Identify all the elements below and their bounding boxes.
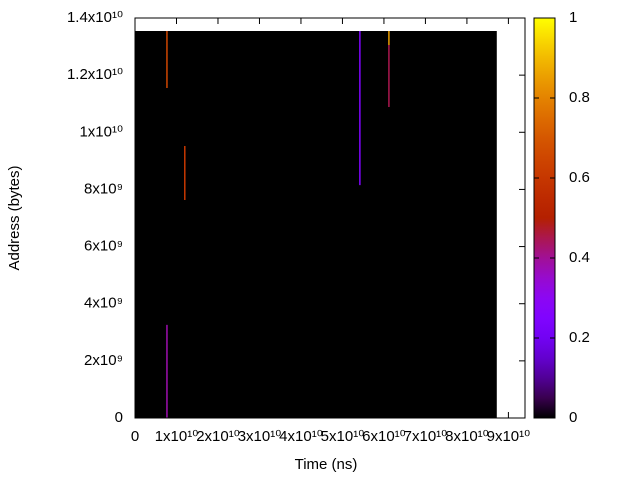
y-tick-label: 6x10⁹	[84, 238, 123, 255]
x-tick-label: 0	[131, 428, 139, 445]
heatmap-streak	[388, 45, 390, 107]
x-axis-label: Time (ns)	[295, 456, 358, 473]
heatmap-streak	[388, 31, 390, 45]
x-tick-label: 4x10¹⁰	[279, 428, 323, 445]
heatmap-streak	[359, 31, 361, 186]
x-tick-label: 2x10¹⁰	[196, 428, 240, 445]
heatmap-streak	[166, 31, 168, 88]
y-tick-label: 4x10⁹	[84, 295, 123, 312]
x-tick-label: 8x10¹⁰	[445, 428, 489, 445]
x-tick-label: 5x10¹⁰	[321, 428, 365, 445]
y-tick-label: 0	[115, 409, 123, 426]
colorbar-tick-label: 0.2	[569, 329, 590, 346]
x-tick-label: 7x10¹⁰	[404, 428, 448, 445]
colorbar-tick-label: 1	[569, 9, 577, 26]
y-tick-label: 1.2x10¹⁰	[67, 66, 123, 83]
y-tick-label: 1.4x10¹⁰	[67, 9, 123, 26]
colorbar	[533, 17, 556, 419]
colorbar-tick-label: 0.4	[569, 249, 590, 266]
x-tick-label: 3x10¹⁰	[238, 428, 282, 445]
colorbar-tick-label: 0.6	[569, 169, 590, 186]
colorbar-tick-label: 0	[569, 409, 577, 426]
heatmap-streak	[184, 146, 186, 200]
y-tick-label: 8x10⁹	[84, 180, 123, 197]
heatmap-streak	[166, 324, 168, 418]
x-tick-label: 1x10¹⁰	[155, 428, 199, 445]
x-tick-label: 9x10¹⁰	[487, 428, 531, 445]
heatmap-background	[135, 31, 497, 418]
y-axis-label: Address (bytes)	[6, 165, 23, 270]
y-tick-label: 2x10⁹	[84, 352, 123, 369]
plot-border	[134, 17, 526, 419]
colorbar-tick-label: 0.8	[569, 89, 590, 106]
x-tick-label: 6x10¹⁰	[362, 428, 406, 445]
y-tick-label: 1x10¹⁰	[79, 123, 123, 140]
